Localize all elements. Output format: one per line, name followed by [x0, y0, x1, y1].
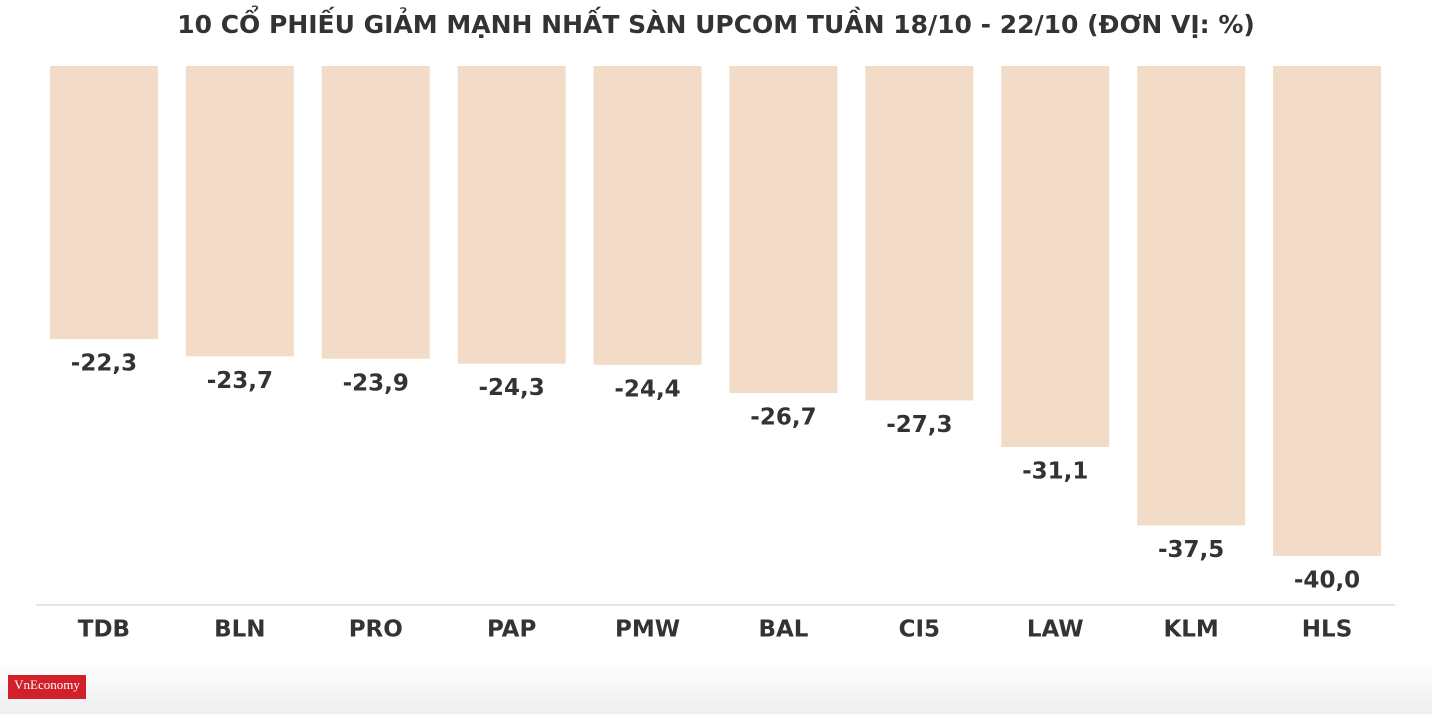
bar	[729, 66, 838, 394]
x-tick-label: PRO	[349, 617, 403, 643]
x-tick-label: PMW	[615, 617, 680, 643]
value-label: -26,7	[750, 405, 816, 431]
value-label: -23,9	[343, 370, 409, 396]
x-tick-label: BAL	[758, 617, 808, 643]
bar	[321, 66, 430, 359]
x-tick-label: TDB	[78, 617, 130, 643]
x-tick-label: PAP	[487, 617, 536, 643]
bar	[1137, 66, 1246, 526]
value-label: -37,5	[1158, 537, 1224, 563]
bar	[457, 66, 566, 364]
value-label: -40,0	[1294, 568, 1360, 594]
x-tick-label: HLS	[1302, 617, 1352, 643]
bar	[1273, 66, 1382, 556]
bar	[1001, 66, 1110, 447]
x-tick-label: LAW	[1027, 617, 1084, 643]
x-tick-label: BLN	[214, 617, 265, 643]
value-label: -27,3	[886, 412, 952, 438]
value-label: -22,3	[71, 351, 137, 377]
logo: VnEconomy	[14, 677, 80, 692]
x-tick-label: CI5	[899, 617, 940, 643]
bar	[865, 66, 974, 401]
logo-box	[8, 675, 86, 699]
value-label: -24,3	[479, 375, 545, 401]
chart-title: 10 CỔ PHIẾU GIẢM MẠNH NHẤT SÀN UPCOM TUẦ…	[177, 4, 1255, 39]
x-tick-label: KLM	[1163, 617, 1218, 643]
value-label: -23,7	[207, 368, 273, 394]
footer-band	[0, 660, 1432, 714]
value-label: -31,1	[1022, 458, 1088, 484]
bar	[185, 66, 294, 357]
value-label: -24,4	[614, 376, 680, 402]
bar	[49, 66, 158, 340]
bar	[593, 66, 702, 365]
